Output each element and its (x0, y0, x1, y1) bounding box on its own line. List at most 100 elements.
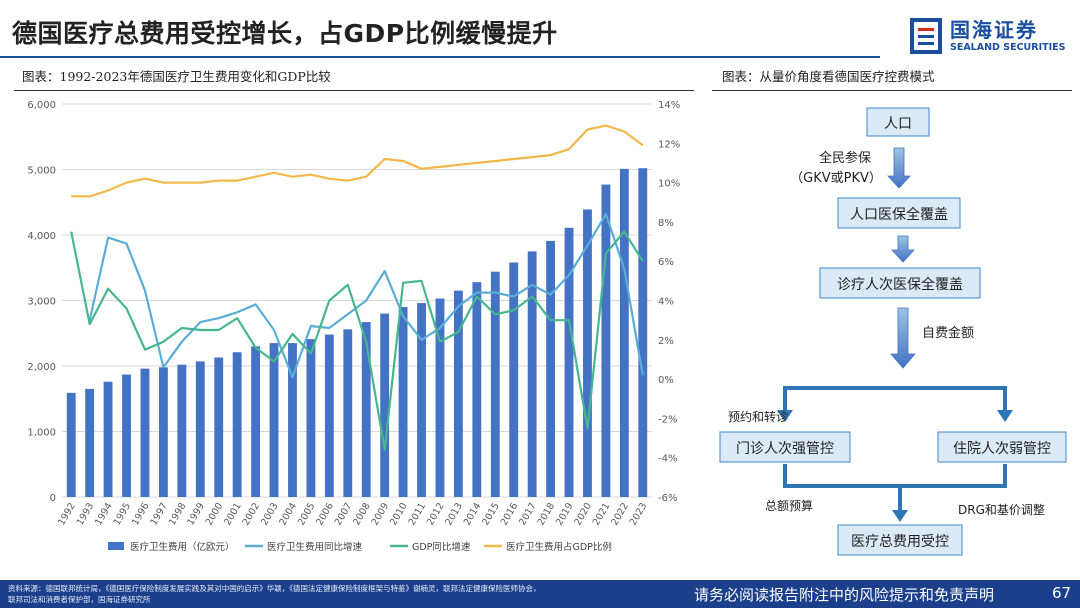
label-insurance-paren: （GKV或PKV） (790, 171, 882, 186)
legend-label: 医疗卫生费用占GDP比例 (506, 541, 612, 553)
node-visit-coverage-text: 诊疗人次医保全覆盖 (837, 276, 963, 293)
bar-health-expenditure (601, 184, 611, 497)
right-axis-tick-label: -2% (658, 414, 677, 425)
arrow-down-icon (777, 410, 793, 422)
x-tick-label: 2014 (462, 501, 484, 527)
page-number: 67 (1052, 584, 1072, 602)
bar-health-expenditure (251, 346, 261, 497)
line-series-3 (71, 124, 644, 198)
right-caption-underline (712, 90, 1072, 91)
node-outpatient-text: 门诊人次强管控 (736, 441, 834, 457)
logo-cn-text: 国海证券 (950, 18, 1038, 42)
cost-control-flowchart: 人口 全民参保 （GKV或PKV） 人口医保全覆盖 诊疗人次医保全覆盖 自费金额… (719, 107, 1067, 556)
source-line-1: 资料来源：德国联邦统计局，《德国医疗保险制度发展实践及其对中国的启示》华颖，《德… (8, 584, 541, 593)
x-tick-label: 2023 (628, 501, 650, 527)
node-population (866, 107, 930, 137)
bar-health-expenditure (509, 262, 519, 497)
sealand-logo-icon (910, 18, 942, 54)
bar-health-expenditure (527, 251, 537, 497)
node-total (837, 524, 963, 556)
right-axis-tick-label: 8% (658, 218, 674, 229)
x-tick-label: 1999 (185, 501, 207, 527)
x-tick-label: 1998 (167, 501, 189, 527)
bar-health-expenditure (177, 364, 187, 497)
bar-health-expenditure (619, 168, 629, 497)
header-divider (0, 56, 880, 58)
bar-health-expenditure (472, 282, 482, 497)
x-tick-label: 2000 (204, 501, 226, 527)
legend-label: 医疗卫生费用（亿欧元） (130, 541, 235, 553)
right-axis-tick-label: 0% (658, 375, 674, 386)
x-tick-label: 2022 (609, 501, 631, 527)
label-appointment: 预约和转诊 (728, 409, 788, 424)
bar-health-expenditure (380, 313, 390, 497)
legend-label: GDP同比增速 (412, 541, 471, 553)
bar-health-expenditure (324, 334, 334, 497)
bar-health-expenditure (306, 339, 316, 497)
bar-health-expenditure (417, 303, 426, 497)
label-budget: 总额预算 (765, 498, 813, 513)
right-axis-tick-label: 2% (658, 336, 674, 347)
x-tick-label: 1993 (75, 501, 97, 527)
x-tick-label: 2016 (499, 501, 521, 527)
bar-health-expenditure (195, 361, 205, 497)
node-inpatient (937, 431, 1067, 463)
bar-health-expenditure (158, 367, 168, 497)
bar-health-expenditure (453, 290, 463, 497)
arrow-down-icon (891, 235, 915, 263)
legend-label: 医疗卫生费用同比增速 (267, 541, 363, 553)
arrow-down-icon (997, 410, 1013, 422)
x-tick-label: 2002 (241, 501, 263, 527)
footer-bar: 资料来源：德国联邦统计局，《德国医疗保险制度发展实践及其对中国的启示》华颖，《德… (0, 580, 1080, 608)
x-tick-label: 2011 (407, 501, 429, 527)
source-note: 资料来源：德国联邦统计局，《德国医疗保险制度发展实践及其对中国的启示》华颖，《德… (8, 583, 648, 605)
source-line-2: 联邦司法和消费者保护部，国海证券研究所 (8, 595, 151, 604)
bar-health-expenditure (85, 388, 95, 497)
line-series-1 (88, 212, 644, 379)
bar-health-expenditure (435, 298, 445, 497)
left-axis-tick-label: 3,000 (27, 297, 56, 308)
x-tick-label: 2013 (443, 501, 465, 527)
x-tick-label: 1995 (112, 501, 134, 527)
bar-health-expenditure (122, 374, 131, 497)
legend-swatch (108, 542, 124, 550)
x-tick-label: 2008 (351, 501, 373, 527)
right-axis-tick-label: 4% (658, 297, 674, 308)
left-caption-underline (14, 90, 694, 91)
arrow-down-icon (890, 307, 916, 369)
bar-health-expenditure (546, 240, 556, 497)
x-tick-label: 2018 (536, 501, 558, 527)
x-tick-label: 1996 (130, 501, 152, 527)
page-title: 德国医疗总费用受控增长，占GDP比例缓慢提升 (12, 19, 558, 48)
x-tick-label: 2015 (480, 501, 502, 527)
node-inpatient-text: 住院人次弱管控 (953, 441, 1051, 457)
x-tick-label: 2001 (222, 501, 244, 527)
left-axis-tick-label: 1,000 (27, 428, 56, 439)
x-tick-label: 2009 (370, 501, 392, 527)
node-full-coverage-text: 人口医保全覆盖 (850, 206, 948, 223)
left-axis-tick-label: 5,000 (27, 166, 56, 177)
x-tick-label: 2006 (314, 501, 336, 527)
node-visit-coverage (819, 267, 981, 299)
bar-health-expenditure (398, 307, 408, 497)
x-tick-label: 2003 (259, 501, 281, 527)
x-tick-label: 2019 (554, 501, 576, 527)
bar-health-expenditure (269, 343, 279, 497)
label-insurance: 全民参保 (819, 150, 871, 166)
bar-health-expenditure (343, 329, 353, 497)
node-total-text: 医疗总费用受控 (851, 534, 949, 550)
label-self-pay: 自费金额 (922, 325, 974, 341)
right-axis-tick-label: 14% (658, 100, 680, 111)
disclaimer: 请务必阅读报告附注中的风险提示和免责声明 (694, 586, 995, 604)
node-outpatient (719, 431, 851, 463)
left-axis-tick-label: 0 (50, 493, 56, 504)
x-tick-label: 2012 (425, 501, 447, 527)
arrow-down-icon (887, 147, 911, 189)
left-axis-tick-label: 6,000 (27, 100, 56, 111)
x-tick-label: 2004 (277, 501, 299, 527)
x-tick-label: 2021 (591, 501, 613, 527)
bar-health-expenditure (232, 352, 242, 497)
label-drg: DRG和基价调整 (958, 502, 1045, 517)
bar-health-expenditure (66, 392, 76, 497)
node-full-coverage (837, 197, 961, 229)
